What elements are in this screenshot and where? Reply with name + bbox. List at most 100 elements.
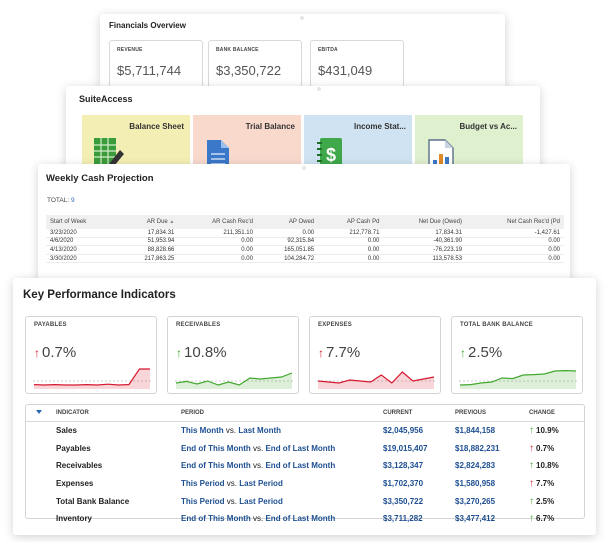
indicator-name: Total Bank Balance — [56, 496, 130, 506]
indicator-name: Expenses — [56, 479, 94, 489]
table-row[interactable]: 4/6/2020 51,953.94 0.00 92,315.84 0.00 -40,36… — [46, 237, 564, 247]
col-net-cash-recd[interactable]: Net Cash Rec'd (Pd — [466, 215, 564, 229]
indicator-name: Inventory — [56, 514, 93, 524]
kpi-card-value: ↑ 7.7% — [318, 344, 360, 361]
spacer — [26, 510, 56, 528]
change-value: ↑ 7.7% — [529, 475, 584, 493]
arrow-up-icon: ↑ — [529, 425, 534, 437]
period-comparison: End of This Month vs. End of Last Month — [181, 457, 383, 475]
sort-asc-icon: ▲ — [169, 219, 175, 225]
total-label: TOTAL: — [47, 197, 70, 204]
tile-label: Trial Balance — [245, 122, 295, 131]
financials-overview-portlet: Financials Overview REVENUE $5,711,744 B… — [100, 14, 505, 88]
spacer — [26, 422, 56, 440]
total-value[interactable]: 9 — [70, 197, 75, 204]
previous-period-link[interactable]: End of Last Month — [265, 514, 336, 524]
arrow-up-icon: ↑ — [529, 442, 534, 454]
previous-value[interactable]: $3,477,412 — [455, 514, 496, 524]
kpi-row[interactable]: Expenses This Period vs. Last Period $1,70… — [26, 475, 584, 493]
current-value[interactable]: $1,702,370 — [383, 479, 424, 489]
revenue-kpi-box[interactable]: REVENUE $5,711,744 — [109, 40, 203, 88]
tile-label: Income Stat... — [353, 122, 406, 131]
payables-kpi-card[interactable]: PAYABLES ↑ 0.7% — [25, 316, 157, 394]
bank-balance-value: $3,350,722 — [216, 63, 282, 78]
kpi-row[interactable]: Receivables End of This Month vs. End of … — [26, 457, 584, 475]
col-ar-due[interactable]: AR Due ▲ — [117, 215, 179, 229]
current-value[interactable]: $3,711,282 — [383, 514, 423, 524]
table-cell: 4/13/2020 — [46, 245, 118, 255]
sparkline-area — [176, 373, 292, 389]
arrow-up-icon: ↑ — [176, 346, 182, 360]
table-cell: 3/30/2020 — [46, 254, 118, 264]
table-row[interactable]: 3/30/2020 217,863.25 0.00 104,284.72 0.00 113… — [46, 254, 564, 264]
table-cell: 0.00 — [318, 237, 384, 247]
ebitda-kpi-box[interactable]: EBITDA $431,049 — [310, 40, 404, 88]
previous-value[interactable]: $2,824,283 — [455, 461, 496, 471]
current-value[interactable]: $2,045,956 — [383, 426, 424, 436]
expenses-sparkline — [317, 371, 435, 389]
arrow-up-icon: ↑ — [529, 478, 534, 490]
table-cell: 17,834.31 — [383, 229, 467, 238]
sparkline-area — [318, 372, 434, 389]
table-row[interactable]: 3/23/2020 17,834.31 211,351.10 0.00 212,778.… — [46, 229, 564, 238]
vs-text: vs. — [253, 461, 264, 471]
previous-value[interactable]: $18,882,231 — [455, 443, 500, 453]
total-count: TOTAL: 9 — [47, 197, 75, 204]
total-bank-balance-sparkline — [459, 369, 577, 389]
vs-text: vs. — [253, 443, 264, 453]
suiteaccess-title: SuiteAccess — [79, 94, 133, 104]
previous-value[interactable]: $1,844,158 — [455, 426, 496, 436]
period-comparison: End of This Month vs. End of Last Month — [181, 440, 383, 458]
current-value[interactable]: $3,128,347 — [383, 461, 424, 471]
current-period-link[interactable]: This Month — [181, 426, 224, 436]
kpi-row[interactable]: Total Bank Balance This Period vs. Last P… — [26, 492, 584, 510]
ebitda-value: $431,049 — [318, 63, 373, 78]
drag-handle[interactable] — [302, 166, 306, 170]
change-percent: 10.8% — [536, 461, 559, 471]
previous-period-link[interactable]: End of Last Month — [265, 443, 336, 453]
col-ap-owed[interactable]: AP Owed — [256, 215, 319, 229]
drag-handle[interactable] — [300, 16, 304, 20]
previous-period-link[interactable]: Last Month — [238, 426, 282, 436]
arrow-up-icon: ↑ — [529, 513, 534, 525]
collapse-toggle[interactable] — [26, 405, 56, 422]
revenue-label: REVENUE — [117, 47, 143, 53]
financials-overview-title: Financials Overview — [109, 21, 186, 30]
current-period-link[interactable]: This Period — [181, 479, 225, 489]
total-bank-balance-kpi-card[interactable]: TOTAL BANK BALANCE ↑ 2.5% — [451, 316, 583, 394]
previous-period-link[interactable]: Last Period — [239, 479, 283, 489]
table-cell: 0.00 — [466, 245, 564, 255]
current-period-link[interactable]: End of This Month — [181, 514, 251, 524]
previous-value[interactable]: $3,270,265 — [455, 496, 496, 506]
current-period-link[interactable]: End of This Month — [181, 461, 251, 471]
period-comparison: This Period vs. Last Period — [181, 475, 383, 493]
kpi-row[interactable]: Sales This Month vs. Last Month $2,045,956… — [26, 422, 584, 440]
change-percent: 6.7% — [536, 514, 555, 524]
kpi-row[interactable]: Inventory End of This Month vs. End of La… — [26, 510, 584, 528]
arrow-up-icon: ↑ — [529, 495, 534, 507]
sparkline-area — [460, 370, 576, 389]
col-label: AR Due — [146, 219, 168, 225]
bank-balance-kpi-box[interactable]: BANK BALANCE $3,350,722 — [208, 40, 302, 88]
current-period-link[interactable]: This Period — [181, 496, 225, 506]
col-net-due[interactable]: Net Due (Owed) — [383, 215, 467, 229]
current-value[interactable]: $19,015,407 — [383, 443, 428, 453]
change-value: ↑ 10.8% — [529, 457, 584, 475]
col-start-of-week[interactable]: Start of Week — [46, 215, 118, 229]
sparkline-line — [459, 369, 577, 386]
col-current: CURRENT — [383, 405, 455, 422]
kpi-row[interactable]: Payables End of This Month vs. End of Las… — [26, 440, 584, 458]
revenue-value: $5,711,744 — [117, 63, 182, 78]
previous-value[interactable]: $1,580,958 — [455, 479, 496, 489]
receivables-kpi-card[interactable]: RECEIVABLES ↑ 10.8% — [167, 316, 299, 394]
period-comparison: This Month vs. Last Month — [181, 422, 383, 440]
current-period-link[interactable]: End of This Month — [181, 443, 251, 453]
col-ap-cash-pd[interactable]: AP Cash Pd — [318, 215, 384, 229]
table-row[interactable]: 4/13/2020 88,828.66 0.00 165,051.85 0.00 -76,… — [46, 245, 564, 255]
col-ar-cash-recd[interactable]: AR Cash Rec'd — [178, 215, 257, 229]
current-value[interactable]: $3,350,722 — [383, 496, 424, 506]
expenses-kpi-card[interactable]: EXPENSES ↑ 7.7% — [309, 316, 441, 394]
drag-handle[interactable] — [317, 87, 321, 91]
previous-period-link[interactable]: End of Last Month — [265, 461, 336, 471]
previous-period-link[interactable]: Last Period — [239, 496, 283, 506]
